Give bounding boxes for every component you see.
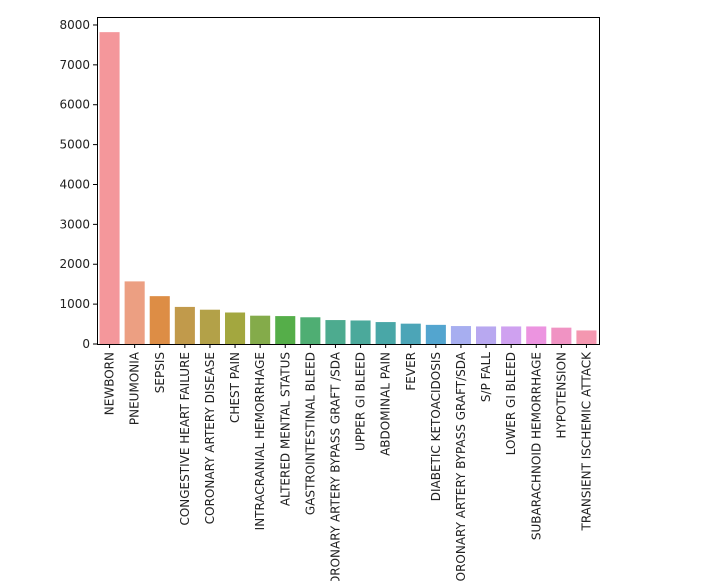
bar-4 bbox=[199, 309, 220, 344]
bars-layer bbox=[99, 32, 597, 345]
x-tick-label-1: PNEUMONIA bbox=[128, 351, 142, 425]
bar-18 bbox=[551, 327, 572, 344]
x-tick-label-3: CONGESTIVE HEART FAILURE bbox=[178, 352, 192, 526]
bar-11 bbox=[375, 322, 396, 344]
bar-9 bbox=[325, 320, 346, 344]
bar-1 bbox=[124, 281, 145, 344]
y-tick-label-2: 2000 bbox=[59, 257, 90, 271]
y-tick-label-5: 5000 bbox=[59, 138, 90, 152]
bar-0 bbox=[99, 32, 120, 345]
x-tick-label-16: LOWER GI BLEED bbox=[504, 352, 518, 455]
bar-5 bbox=[225, 312, 246, 344]
y-tick-label-4: 4000 bbox=[59, 177, 90, 191]
bar-2 bbox=[149, 296, 170, 344]
x-tick-label-7: ALTERED MENTAL STATUS bbox=[278, 352, 292, 506]
y-axis: 0 1000 2000 3000 4000 5000 6000 7000 8000 bbox=[59, 18, 97, 351]
x-tick-label-15: S/P FALL bbox=[479, 352, 493, 402]
y-tick-label-7: 7000 bbox=[59, 58, 90, 72]
x-tick-label-9: CORONARY ARTERY BYPASS GRAFT /SDA bbox=[328, 351, 342, 581]
y-tick-label-1: 1000 bbox=[59, 297, 90, 311]
bar-13 bbox=[425, 324, 446, 344]
plot-frame bbox=[97, 17, 600, 345]
x-tick-label-10: UPPER GI BLEED bbox=[354, 352, 368, 451]
x-tick-label-5: CHEST PAIN bbox=[228, 352, 242, 423]
bar-14 bbox=[450, 326, 471, 344]
bar-16 bbox=[501, 326, 522, 344]
bar-19 bbox=[576, 330, 597, 344]
bar-6 bbox=[250, 315, 271, 344]
x-tick-label-11: ABDOMINAL PAIN bbox=[379, 352, 393, 456]
x-tick-label-18: HYPOTENSION bbox=[554, 352, 568, 439]
x-tick-label-13: DIABETIC KETOACIDOSIS bbox=[429, 352, 443, 501]
bar-3 bbox=[174, 306, 195, 344]
x-axis: NEWBORN PNEUMONIA SEPSIS CONGESTIVE HEART F… bbox=[103, 344, 593, 585]
x-tick-label-2: SEPSIS bbox=[153, 352, 167, 393]
x-tick-label-14: CORONARY ARTERY BYPASS GRAFT/SDA bbox=[454, 351, 468, 581]
x-tick-label-4: CORONARY ARTERY DISEASE bbox=[203, 352, 217, 524]
x-tick-label-8: GASTROINTESTINAL BLEED bbox=[303, 352, 317, 515]
bar-7 bbox=[275, 316, 296, 344]
x-tick-label-6: INTRACRANIAL HEMORRHAGE bbox=[253, 352, 267, 530]
bar-15 bbox=[476, 326, 497, 344]
bar-12 bbox=[400, 323, 421, 344]
x-tick-label-17: SUBARACHNOID HEMORRHAGE bbox=[529, 352, 543, 540]
x-tick-label-19: TRANSIENT ISCHEMIC ATTACK bbox=[579, 351, 593, 532]
y-tick-label-8: 8000 bbox=[59, 18, 90, 32]
y-tick-label-3: 3000 bbox=[59, 217, 90, 231]
x-tick-label-12: FEVER bbox=[404, 352, 418, 391]
x-tick-label-0: NEWBORN bbox=[103, 352, 117, 415]
bar-17 bbox=[526, 326, 547, 344]
bar-8 bbox=[300, 317, 321, 344]
bar-10 bbox=[350, 320, 371, 344]
y-tick-label-6: 6000 bbox=[59, 98, 90, 112]
y-tick-label-0: 0 bbox=[82, 337, 90, 351]
